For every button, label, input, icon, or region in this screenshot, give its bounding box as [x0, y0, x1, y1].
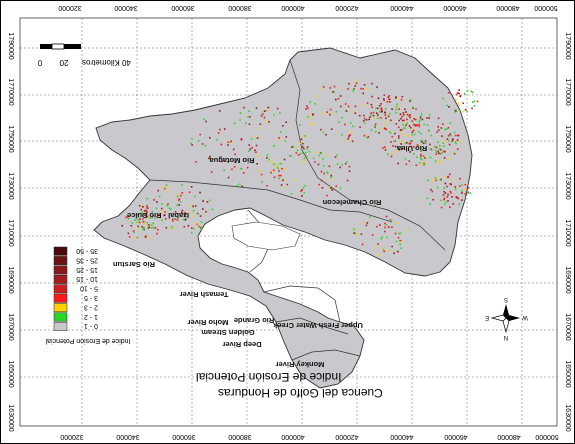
legend-swatch — [53, 312, 68, 322]
legend-swatch — [53, 284, 68, 294]
legend-label: 1 - 2 — [84, 313, 98, 320]
coord-tick-label: 480000 — [497, 433, 520, 440]
basin-label: Rio Ulua — [396, 144, 427, 153]
coord-tick-label: 1790000 — [7, 32, 14, 59]
basin-label: Rio Motagua — [209, 156, 255, 165]
coord-tick-label: 380000 — [228, 433, 251, 440]
basin-map — [93, 47, 479, 389]
north-label-e: E — [485, 314, 489, 320]
north-label-w: W — [522, 314, 528, 320]
coord-tick-label: 1770000 — [7, 78, 14, 105]
basin-label: Moho River — [188, 318, 229, 327]
coord-tick-label: 1730000 — [7, 172, 14, 199]
sub-basin-boundary — [263, 285, 341, 323]
coord-tick-label: 1690000 — [7, 266, 14, 293]
coord-tick-label: 1670000 — [7, 313, 14, 340]
basin-labels: Rio Ulua Rio Motagua Rio Chamelecon Izabal … — [113, 144, 428, 369]
coord-tick-label: 1650000 — [564, 360, 571, 387]
coord-tick-label: 340000 — [116, 433, 139, 440]
basin-label: Rio Chamelecon — [322, 198, 381, 207]
coord-tick-label: 420000 — [335, 433, 358, 440]
basin-label: Upper Fresh Water Creek — [272, 321, 363, 330]
legend-swatch — [53, 265, 68, 275]
basin-label: Izabal - Rio Dulce — [127, 211, 189, 220]
north-label-s: S — [504, 296, 508, 302]
coordinate-labels: 320000 340000 360000 380000 400000 420000 4400… — [7, 4, 571, 440]
legend-label: 3 - 5 — [84, 294, 98, 301]
coord-tick-label: 1690000 — [564, 266, 571, 293]
lake-izabal — [231, 221, 301, 251]
coord-tick-label: 500000 — [535, 433, 558, 440]
legend-label: 0 - 1 — [84, 322, 98, 329]
legend-label: 35 - 50 — [76, 247, 98, 254]
scale-label-40: 40 Kilometros — [82, 58, 131, 67]
coord-tick-label: 1670000 — [564, 313, 571, 340]
coord-tick-label: 380000 — [228, 4, 251, 11]
sub-basin-boundary — [149, 179, 393, 223]
coord-tick-label: 460000 — [443, 4, 466, 11]
coord-tick-label: 500000 — [534, 4, 557, 11]
neatline — [19, 17, 558, 427]
legend-title: Indice de Erosion Potencial — [45, 337, 130, 344]
coord-tick-label: 1750000 — [564, 125, 571, 152]
legend-label: 15 - 25 — [76, 266, 98, 273]
scale-label-20: 20 — [59, 58, 68, 67]
coord-tick-label: 400000 — [281, 433, 304, 440]
basin-label: Monkey River — [276, 360, 325, 369]
legend-swatch — [53, 293, 68, 303]
legend-swatch — [53, 246, 68, 256]
coord-tick-label: 1650000 — [7, 360, 14, 387]
coord-tick-label: 320000 — [58, 4, 81, 11]
legend-swatch — [53, 303, 68, 313]
basin-label: Deep River — [222, 340, 261, 349]
sub-basin-boundary — [291, 349, 361, 361]
sub-basin-boundary — [289, 59, 446, 251]
coord-tick-label: 360000 — [171, 4, 194, 11]
legend-swatch — [53, 274, 68, 284]
coord-tick-label: 1630000 — [7, 404, 14, 431]
coord-tick-label: 1730000 — [564, 172, 571, 199]
map-title-line2: Cuenca del Golfo de Honduras — [218, 386, 383, 400]
sub-basin-boundary — [275, 317, 349, 335]
coord-tick-label: 420000 — [335, 4, 358, 11]
coord-tick-label: 340000 — [114, 4, 137, 11]
basin-label: Rio Sarstun — [113, 260, 156, 269]
north-label-n: N — [504, 334, 508, 340]
legend-label: 5 - 10 — [80, 285, 98, 292]
erosion-speckles — [121, 79, 479, 256]
basin-label: Temash River — [180, 290, 229, 299]
coord-tick-label: 360000 — [172, 433, 195, 440]
coord-tick-label: 1790000 — [564, 32, 571, 59]
coord-tick-label: 400000 — [281, 4, 304, 11]
north-arrow: S N E W — [485, 296, 528, 340]
scale-bar — [40, 43, 81, 50]
map-title-line1: Indice de Erosión Potencial — [196, 370, 341, 384]
legend-swatch — [53, 256, 68, 266]
basin-label: Golden Stream — [201, 328, 255, 337]
coord-tick-label: 440000 — [390, 4, 413, 11]
scale-label-0: 0 — [37, 58, 42, 67]
coord-tick-label: 480000 — [496, 4, 519, 11]
legend-label: 25 - 35 — [76, 256, 98, 263]
coord-tick-label: 1630000 — [564, 404, 571, 431]
legend-label: 2 - 3 — [84, 303, 98, 310]
coord-tick-label: 320000 — [60, 433, 83, 440]
coord-tick-label: 460000 — [444, 433, 467, 440]
coord-tick-label: 440000 — [390, 433, 413, 440]
coord-tick-label: 1710000 — [564, 219, 571, 246]
coord-tick-label: 1710000 — [7, 219, 14, 246]
coord-tick-label: 1770000 — [564, 78, 571, 105]
legend-swatch — [53, 321, 68, 331]
legend-label: 10 - 15 — [76, 275, 98, 282]
coord-tick-label: 1750000 — [7, 125, 14, 152]
scale-labels: 0 20 40 Kilometros — [37, 58, 131, 67]
legend: 35 - 50 25 - 35 15 - 25 10 - 15 5 - 10 3 - 5 2… — [53, 246, 98, 331]
basin-label: Rio Grande — [234, 316, 274, 325]
